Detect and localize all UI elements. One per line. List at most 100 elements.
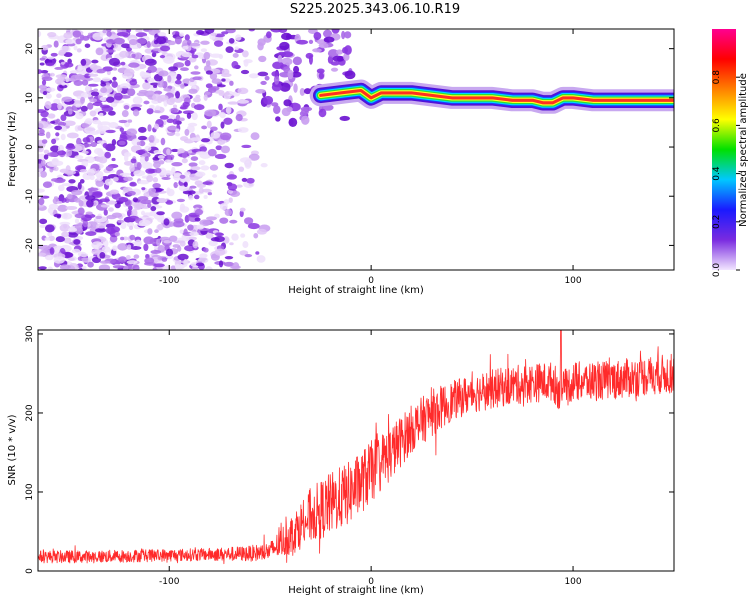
heatmap-cell [172,244,181,248]
y-tick-label: 100 [25,483,35,500]
heatmap-cell [182,110,195,115]
heatmap-cell [281,32,292,41]
heatmap-cell [179,229,185,234]
heatmap-cell [169,97,175,103]
heatmap-cell [205,70,213,75]
colorbar-tick-label: 0.8 [712,70,722,85]
heatmap-cell [63,120,76,127]
heatmap-cell [126,190,136,196]
heatmap-cell [55,236,65,243]
heatmap-cell [55,132,60,137]
heatmap-cell [176,198,185,203]
heatmap-cell [92,77,101,83]
heatmap-cell [84,43,91,48]
heatmap-cell [150,249,162,254]
heatmap-cell [159,115,169,120]
heatmap-cell [216,84,226,88]
heatmap-cell [58,84,68,89]
heatmap-cell [135,149,146,155]
heatmap-cell [106,49,115,53]
heatmap-cell [203,94,208,101]
spectrogram-y-label: Frequency (Hz) [7,111,18,187]
heatmap-cell [54,66,64,70]
heatmap-cell [42,91,48,96]
heatmap-cell [174,79,182,85]
heatmap-cell [38,30,42,38]
heatmap-cell [172,220,185,228]
heatmap-cell [133,254,140,259]
x-tick-label: 100 [564,577,581,587]
heatmap-cell [117,219,125,223]
heatmap-cell [91,241,103,250]
heatmap-cell [47,113,56,119]
heatmap-cell [293,83,298,93]
heatmap-cell [181,152,188,159]
heatmap-cell [198,187,204,194]
heatmap-cell [169,235,178,242]
heatmap-cell [57,204,68,212]
heatmap-cell [47,207,54,214]
heatmap-cell [255,251,260,255]
heatmap-cell [126,260,138,265]
heatmap-cell [158,70,169,77]
heatmap-cell [204,109,217,117]
heatmap-cell [191,54,199,59]
heatmap-cell [332,55,345,62]
heatmap-cell [163,88,172,92]
heatmap-cell [175,132,181,137]
heatmap-cell [152,182,161,189]
heatmap-cell [308,39,314,44]
heatmap-cell [104,178,113,186]
heatmap-cell [195,171,206,177]
heatmap-cell [99,96,107,102]
heatmap-cell [82,219,89,228]
heatmap-cell [195,208,203,216]
heatmap-cell [131,104,143,108]
heatmap-cell [260,80,267,86]
heatmap-cell [38,172,41,178]
heatmap-cell [113,37,125,45]
heatmap-cell [291,71,302,78]
heatmap-cell [344,70,356,80]
heatmap-cell [239,250,249,256]
heatmap-cell [82,137,91,143]
heatmap-cell [190,156,199,161]
heatmap-cell [189,185,197,189]
heatmap-cell [54,178,66,184]
heatmap-cell [273,75,280,85]
heatmap-cell [210,237,220,242]
heatmap-cell [165,200,174,205]
heatmap-cell [147,228,153,235]
heatmap-cell [214,248,226,256]
heatmap-cell [287,69,294,80]
heatmap-cell [194,65,199,70]
heatmap-cell [166,188,175,197]
snr-x-label: Height of straight line (km) [288,585,424,596]
heatmap-cell [123,176,134,182]
heatmap-cell [38,245,51,251]
heatmap-cell [149,104,155,109]
heatmap-cell [263,95,274,105]
heatmap-cell [74,218,80,224]
heatmap-cell [182,101,190,108]
heatmap-cell [237,99,250,104]
heatmap-cell [153,123,160,130]
heatmap-cell [343,53,350,61]
heatmap-cell [283,99,292,107]
heatmap-cell [43,149,50,154]
heatmap-cell [49,247,55,255]
heatmap-cell [123,160,134,166]
heatmap-cell [89,98,98,103]
heatmap-cell [214,33,225,38]
heatmap-cell [184,59,191,67]
heatmap-cell [225,106,232,115]
heatmap-cell [157,81,164,88]
heatmap-cell [92,102,103,107]
heatmap-cell [189,42,201,47]
heatmap-cell [129,181,137,187]
y-tick-label: 0 [25,568,35,574]
heatmap-cell [163,240,172,244]
heatmap-cell [123,265,129,270]
heatmap-cell [192,76,202,81]
heatmap-cell [73,143,85,151]
